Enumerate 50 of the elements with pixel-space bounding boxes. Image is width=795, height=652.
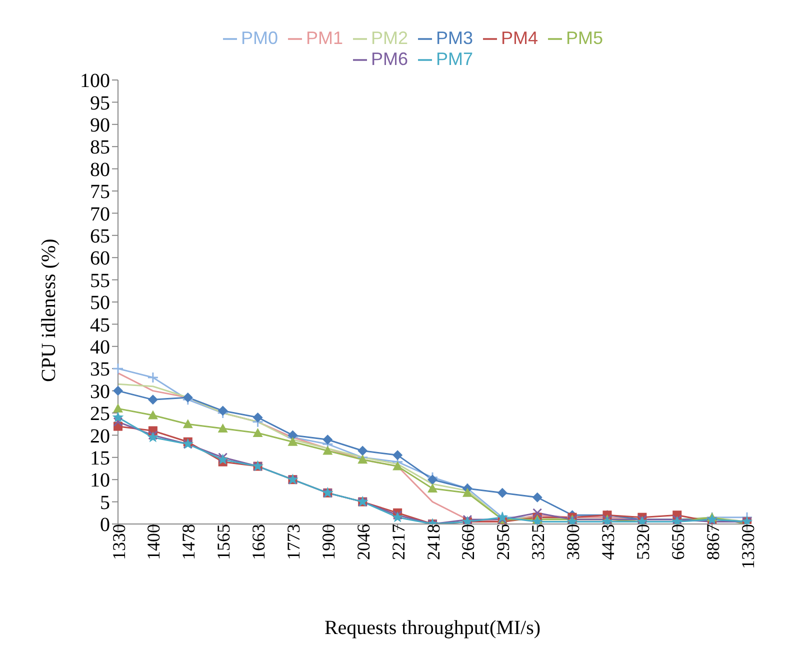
y-tick-label: 15 bbox=[90, 448, 110, 470]
x-tick-label: 6650 bbox=[668, 524, 688, 560]
x-axis-title: Requests throughput(MI/s) bbox=[324, 617, 541, 639]
x-tick-label: 1400 bbox=[144, 524, 164, 560]
x-tick-label: 8867 bbox=[702, 524, 723, 560]
x-tick-label: 3800 bbox=[563, 524, 584, 560]
x-tick-label: 2956 bbox=[493, 524, 514, 560]
y-tick-label: 95 bbox=[90, 92, 110, 114]
x-tick-label: 1900 bbox=[318, 524, 338, 560]
x-tick-label: 3325 bbox=[528, 524, 548, 560]
legend-label: PM3 bbox=[436, 28, 474, 48]
y-tick-label: 10 bbox=[90, 470, 110, 492]
y-tick-label: 20 bbox=[90, 425, 110, 448]
legend-label: PM0 bbox=[240, 28, 278, 48]
y-tick-label: 90 bbox=[90, 114, 110, 136]
y-axis-title: CPU idleness (%) bbox=[38, 238, 60, 382]
y-tick-label: 60 bbox=[90, 248, 110, 270]
y-tick-label: 75 bbox=[90, 181, 110, 204]
legend-label: PM5 bbox=[566, 28, 604, 48]
y-tick-label: 85 bbox=[90, 136, 110, 159]
y-tick-label: 25 bbox=[90, 403, 110, 426]
y-tick-label: 40 bbox=[90, 336, 110, 358]
y-tick-label: 80 bbox=[90, 158, 110, 181]
x-tick-label: 2217 bbox=[388, 524, 408, 560]
y-tick-label: 55 bbox=[90, 270, 110, 292]
legend-label: PM6 bbox=[370, 49, 408, 69]
x-tick-label: 1565 bbox=[214, 524, 234, 560]
x-tick-label: 2046 bbox=[353, 524, 374, 560]
y-tick-label: 30 bbox=[90, 380, 110, 403]
y-tick-label: 45 bbox=[90, 314, 110, 336]
x-tick-label: 1330 bbox=[108, 524, 129, 560]
y-tick-label: 70 bbox=[90, 203, 110, 226]
y-tick-label: 50 bbox=[90, 292, 110, 314]
legend-label: PM2 bbox=[370, 28, 408, 48]
x-tick-label: 4433 bbox=[598, 524, 618, 560]
y-tick-label: 65 bbox=[90, 226, 110, 248]
x-tick-label: 1478 bbox=[178, 524, 199, 560]
x-tick-label: 13300 bbox=[738, 524, 758, 569]
legend-label: PM7 bbox=[436, 49, 474, 69]
x-tick-label: 5320 bbox=[632, 524, 653, 560]
x-tick-label: 2660 bbox=[458, 524, 478, 560]
y-tick-label: 0 bbox=[100, 514, 110, 536]
x-tick-label: 1773 bbox=[284, 524, 304, 560]
x-tick-label: 2418 bbox=[423, 524, 444, 560]
y-tick-label: 5 bbox=[100, 492, 110, 514]
legend-label: PM4 bbox=[501, 28, 538, 48]
x-tick-label: 1663 bbox=[248, 524, 269, 560]
y-tick-label: 35 bbox=[90, 358, 110, 381]
y-tick-label: 100 bbox=[80, 70, 110, 92]
legend-label: PM1 bbox=[306, 28, 343, 48]
